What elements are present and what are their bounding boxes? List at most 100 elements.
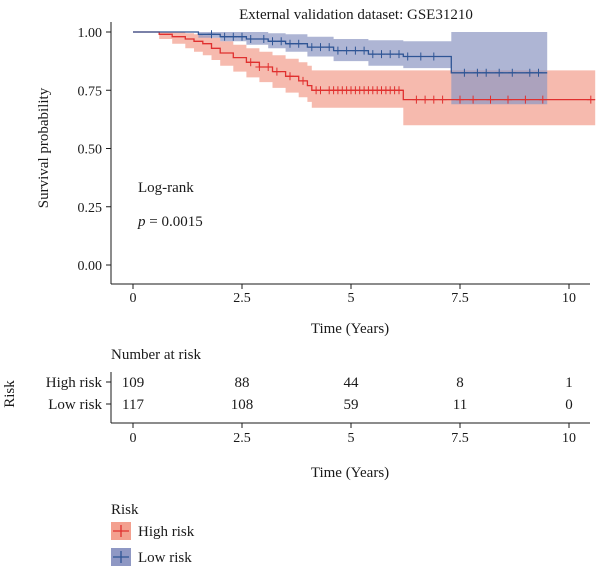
censor-mark-high-risk [586, 95, 595, 104]
risk-table-cell: 1 [565, 375, 573, 391]
censor-mark-low-risk [207, 30, 216, 39]
risk-table-x-tick-label: 2.5 [233, 431, 251, 446]
censor-mark-low-risk [377, 50, 386, 59]
censor-mark-high-risk [412, 95, 421, 104]
risk-table-cell: 59 [344, 397, 359, 413]
y-tick-label: 0.00 [78, 259, 103, 274]
censor-mark-low-risk [246, 35, 255, 43]
censor-mark-low-risk [333, 46, 342, 55]
legend-key-cross-high-risk [113, 525, 129, 537]
legend-key-cross-low-risk [113, 551, 129, 563]
legend-title: Risk [111, 502, 139, 518]
p-value-annotation: p = 0.0015 [137, 214, 203, 230]
ci-band-low-risk [133, 32, 548, 105]
x-tick-label: 5 [348, 291, 355, 306]
censor-mark-low-risk [525, 68, 534, 77]
censor-mark-low-risk [294, 39, 303, 48]
p-symbol: p [137, 214, 146, 230]
risk-table-cell: 44 [344, 375, 360, 391]
censor-mark-low-risk [229, 32, 238, 41]
risk-table-x-tick-label: 7.5 [451, 431, 469, 446]
risk-table-cell: 109 [122, 375, 145, 391]
y-tick-label: 1.00 [78, 26, 103, 41]
risk-table-cell: 117 [122, 397, 144, 413]
censor-mark-high-risk [272, 67, 281, 76]
censor-mark-low-risk [286, 39, 294, 48]
risk-table-title: Number at risk [111, 347, 201, 363]
y-axis-label: Survival probability [36, 87, 52, 208]
censor-mark-low-risk [259, 35, 268, 43]
y-tick-label: 0.50 [78, 143, 103, 158]
legend-label-low-risk: Low risk [138, 550, 192, 566]
censor-mark-high-risk [299, 76, 307, 85]
risk-table: High risk 109 88 44 8 1 Low risk 117 108 59 11 0 0 2.… [46, 372, 590, 446]
x-tick-label: 2.5 [233, 291, 251, 306]
censor-mark-low-risk [386, 50, 395, 59]
x-tick-label: 7.5 [451, 291, 469, 306]
censor-mark-low-risk [395, 50, 403, 59]
risk-table-ylabel: Risk [2, 380, 18, 408]
censor-mark-low-risk [316, 43, 325, 52]
censor-mark-high-risk [316, 86, 325, 95]
risk-row-label: High risk [46, 375, 103, 391]
censor-mark-high-risk [429, 95, 438, 104]
censor-mark-high-risk [456, 95, 464, 104]
censor-mark-high-risk [255, 63, 264, 71]
censor-mark-low-risk [220, 32, 229, 41]
censor-mark-low-risk [416, 52, 425, 61]
censor-mark-high-risk [246, 58, 255, 67]
censor-mark-low-risk [473, 68, 482, 77]
risk-table-cell: 8 [456, 375, 464, 391]
risk-table-cell: 108 [231, 397, 254, 413]
legend: High risk Low risk [111, 522, 195, 566]
y-tick-label: 0.75 [78, 84, 103, 99]
censor-mark-low-risk [325, 43, 334, 52]
censor-mark-high-risk [538, 95, 547, 104]
confidence-bands [133, 32, 596, 126]
risk-table-cell: 11 [453, 397, 467, 413]
censor-mark-low-risk [277, 37, 286, 46]
censor-mark-high-risk [286, 72, 294, 81]
censor-mark-low-risk [307, 43, 316, 52]
censor-mark-high-risk [264, 63, 273, 71]
censor-mark-low-risk [495, 68, 504, 77]
censor-mark-low-risk [268, 37, 277, 46]
legend-label-high-risk: High risk [138, 524, 195, 540]
censor-mark-low-risk [482, 68, 491, 77]
risk-row-label: Low risk [48, 397, 102, 413]
p-value-text: = 0.0015 [146, 214, 203, 230]
censor-mark-low-risk [360, 46, 369, 55]
censor-mark-high-risk [504, 95, 512, 104]
x-tick-label: 0 [130, 291, 137, 306]
censor-mark-high-risk [438, 95, 447, 104]
x-tick-label: 10 [562, 291, 576, 306]
risk-table-cell: 88 [235, 375, 250, 391]
y-tick-label: 0.25 [78, 201, 103, 216]
risk-table-x-tick-label: 0 [130, 431, 137, 446]
censor-mark-low-risk [429, 52, 438, 61]
censor-mark-low-risk [534, 68, 543, 77]
censor-mark-low-risk [368, 50, 377, 59]
censor-marks [207, 30, 595, 104]
risk-table-cell: 0 [565, 397, 573, 413]
logrank-label: Log-rank [138, 180, 194, 196]
censor-mark-high-risk [421, 95, 430, 104]
censor-mark-low-risk [508, 68, 517, 77]
censor-mark-high-risk [395, 86, 403, 95]
chart-title: External validation dataset: GSE31210 [239, 7, 473, 23]
x-axis-label: Time (Years) [311, 321, 389, 337]
censor-mark-low-risk [238, 32, 246, 41]
censor-mark-low-risk [460, 68, 469, 77]
plot-axes: 0.00 0.25 0.50 0.75 1.00 0 2.5 5 7.5 10 [78, 22, 590, 306]
risk-table-x-tick-label: 10 [562, 431, 576, 446]
risk-table-xlabel: Time (Years) [311, 465, 389, 481]
censor-mark-low-risk [351, 46, 360, 55]
survival-curve-high-risk [133, 31, 596, 101]
censor-mark-low-risk [342, 46, 351, 55]
risk-table-x-tick-label: 5 [348, 431, 355, 446]
censor-mark-low-risk [403, 52, 412, 61]
censor-mark-high-risk [469, 95, 478, 104]
censor-mark-high-risk [486, 95, 495, 104]
